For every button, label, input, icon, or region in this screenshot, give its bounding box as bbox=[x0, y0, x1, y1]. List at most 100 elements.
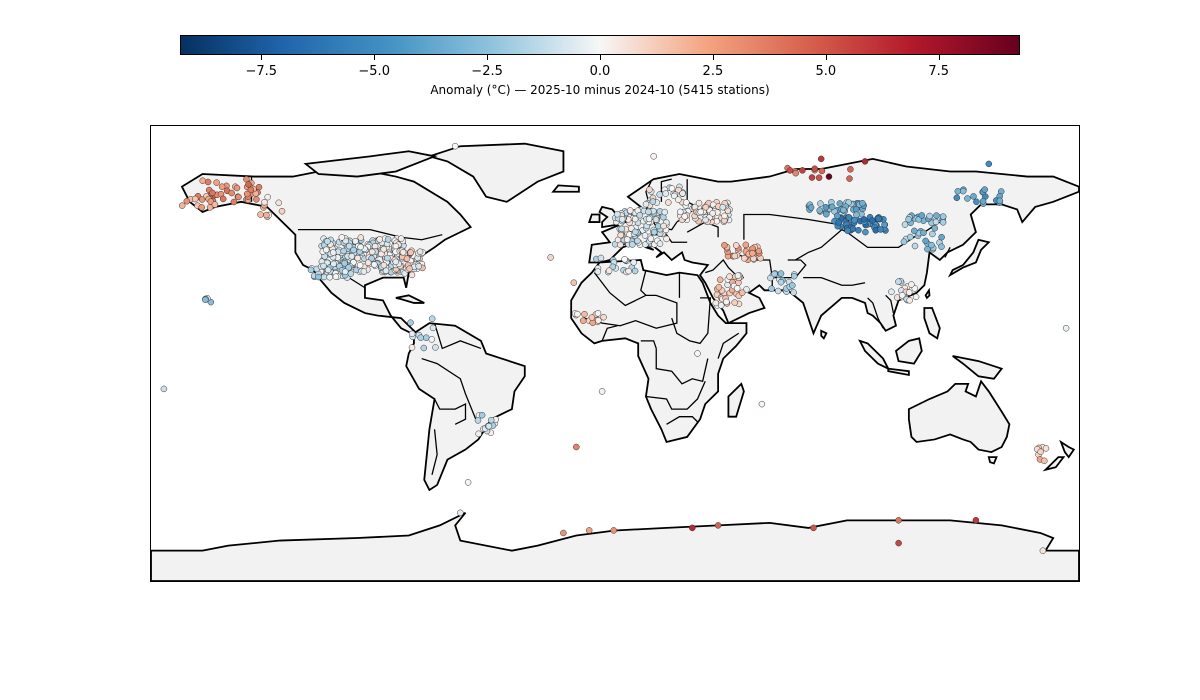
station-marker bbox=[741, 255, 748, 262]
station-layer bbox=[160, 142, 1070, 554]
station-marker bbox=[694, 350, 701, 357]
station-marker bbox=[875, 215, 882, 223]
station-marker bbox=[847, 166, 854, 173]
station-marker bbox=[905, 289, 913, 296]
station-marker bbox=[360, 268, 368, 275]
colorbar-tick bbox=[487, 55, 489, 60]
station-marker bbox=[928, 241, 935, 249]
station-marker bbox=[922, 237, 929, 245]
station-marker bbox=[860, 216, 868, 223]
station-marker bbox=[631, 215, 639, 223]
station-marker bbox=[964, 195, 971, 202]
station-marker bbox=[380, 245, 387, 253]
station-marker bbox=[911, 242, 919, 250]
station-marker bbox=[912, 293, 920, 301]
station-marker bbox=[869, 217, 876, 224]
station-marker bbox=[415, 262, 422, 270]
station-marker bbox=[475, 430, 482, 438]
station-marker bbox=[906, 297, 913, 304]
land-new-guinea bbox=[952, 355, 1004, 380]
station-marker bbox=[257, 211, 264, 218]
station-marker bbox=[790, 272, 798, 280]
station-marker bbox=[219, 195, 227, 203]
station-marker bbox=[908, 281, 915, 288]
colorbar-tick-label: −7.5 bbox=[245, 64, 278, 79]
station-marker bbox=[697, 208, 704, 216]
station-marker bbox=[771, 270, 778, 278]
station-marker bbox=[588, 314, 596, 321]
station-marker bbox=[749, 250, 756, 257]
station-marker bbox=[199, 177, 206, 184]
station-marker bbox=[357, 234, 365, 241]
station-marker bbox=[474, 417, 482, 424]
station-marker bbox=[731, 299, 738, 306]
station-marker bbox=[895, 539, 902, 547]
station-marker bbox=[623, 236, 631, 243]
station-marker bbox=[836, 200, 844, 207]
station-marker bbox=[789, 282, 796, 289]
station-marker bbox=[340, 247, 347, 255]
land-australia bbox=[907, 379, 1011, 454]
station-marker bbox=[211, 201, 219, 208]
station-marker bbox=[926, 212, 933, 220]
land-japan bbox=[947, 238, 991, 278]
land-new-zealand-south bbox=[1042, 456, 1066, 472]
station-marker bbox=[348, 253, 356, 260]
colorbar-tick-label: 5.0 bbox=[815, 64, 837, 79]
land-antarctica bbox=[151, 511, 1079, 581]
station-marker bbox=[723, 298, 730, 306]
station-marker bbox=[600, 313, 607, 321]
station-marker bbox=[901, 221, 909, 228]
station-marker bbox=[247, 186, 255, 194]
station-marker bbox=[264, 193, 271, 201]
station-marker bbox=[877, 226, 884, 233]
station-marker bbox=[347, 270, 355, 277]
land-cuba bbox=[395, 294, 425, 304]
station-marker bbox=[579, 317, 587, 324]
station-marker bbox=[767, 274, 774, 282]
station-marker bbox=[160, 385, 168, 393]
station-marker bbox=[702, 216, 709, 224]
station-marker bbox=[581, 310, 588, 318]
station-marker bbox=[810, 524, 817, 532]
station-marker bbox=[354, 254, 361, 262]
station-marker bbox=[929, 230, 936, 238]
station-marker bbox=[275, 199, 282, 207]
land-philippines bbox=[923, 307, 941, 340]
station-marker bbox=[408, 330, 416, 338]
station-marker bbox=[920, 229, 927, 237]
station-marker bbox=[191, 195, 199, 203]
station-marker bbox=[823, 210, 830, 218]
station-marker bbox=[671, 192, 678, 200]
station-marker bbox=[307, 266, 315, 274]
station-marker bbox=[973, 198, 980, 206]
station-marker bbox=[811, 165, 818, 172]
station-marker bbox=[898, 292, 906, 299]
station-marker bbox=[618, 216, 626, 223]
station-marker bbox=[717, 302, 725, 309]
station-marker bbox=[818, 167, 826, 175]
station-marker bbox=[954, 188, 962, 195]
station-marker bbox=[683, 199, 690, 206]
station-marker bbox=[938, 243, 945, 250]
station-marker bbox=[715, 283, 723, 291]
station-marker bbox=[235, 193, 242, 201]
station-marker bbox=[938, 233, 945, 241]
station-marker bbox=[610, 527, 617, 534]
station-marker bbox=[1041, 457, 1048, 465]
station-marker bbox=[907, 233, 914, 241]
station-marker bbox=[808, 174, 816, 181]
station-marker bbox=[786, 167, 794, 174]
station-marker bbox=[382, 267, 390, 274]
station-marker bbox=[845, 214, 853, 221]
station-marker bbox=[689, 524, 696, 532]
station-marker bbox=[213, 179, 220, 186]
station-marker bbox=[384, 254, 391, 262]
station-marker bbox=[895, 517, 902, 524]
station-marker bbox=[341, 260, 348, 267]
colorbar-tick bbox=[712, 55, 714, 60]
station-marker bbox=[679, 190, 686, 197]
station-marker bbox=[416, 248, 424, 255]
station-marker bbox=[209, 189, 216, 197]
station-marker bbox=[315, 273, 322, 281]
